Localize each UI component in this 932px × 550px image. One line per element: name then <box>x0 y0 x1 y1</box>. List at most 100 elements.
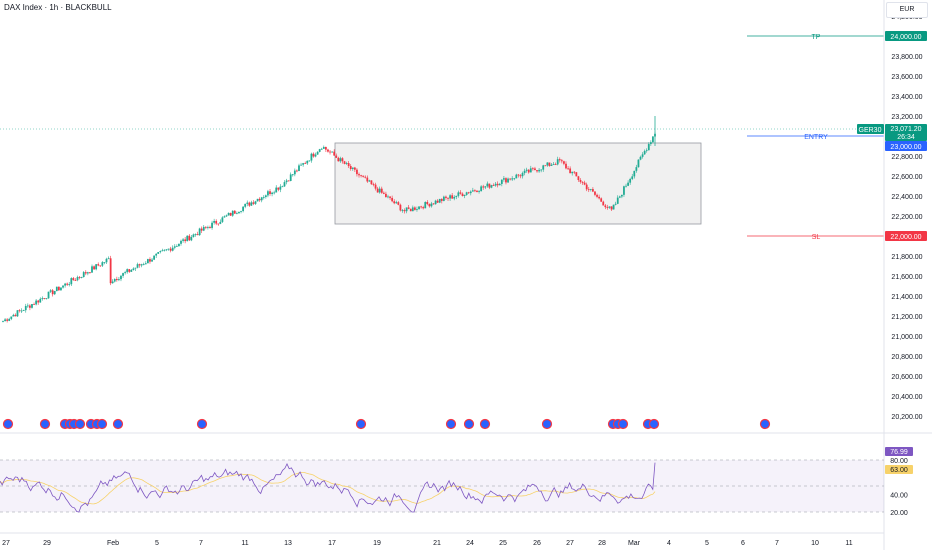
candle-body <box>428 204 431 207</box>
event-marker[interactable] <box>648 418 660 430</box>
candle-body <box>45 298 48 300</box>
time-tick-label: 19 <box>373 540 381 547</box>
event-marker[interactable] <box>355 418 367 430</box>
candle-body <box>124 272 127 274</box>
candle-body <box>517 174 520 176</box>
candle-body <box>618 196 621 198</box>
time-tick-label: 25 <box>499 540 507 547</box>
candlestick-series[interactable] <box>2 116 656 323</box>
candle-body <box>211 222 213 228</box>
candle-body <box>202 226 205 231</box>
candle-body <box>62 285 64 288</box>
candle-body <box>300 164 302 166</box>
candle-body <box>389 196 391 198</box>
candle-body <box>457 192 460 196</box>
event-marker[interactable] <box>196 418 208 430</box>
candle-body <box>600 198 603 202</box>
price-axis[interactable]: 24,200.0023,800.0023,600.0023,400.0023,2… <box>891 14 922 421</box>
event-marker[interactable] <box>445 418 457 430</box>
candle-body <box>343 161 346 164</box>
candle-body <box>565 163 567 169</box>
candle-body <box>296 170 298 172</box>
time-axis[interactable]: 27 29 Feb 5 7 11 13 17 19 21 24 25 26 27 28 Mar 4 5 6 7 10 11 <box>2 540 853 547</box>
candle-body <box>267 191 269 196</box>
event-marker[interactable] <box>39 418 51 430</box>
candle-body <box>540 169 543 171</box>
candle-body <box>306 160 309 164</box>
candle-body <box>467 192 470 194</box>
candle-body <box>596 194 598 197</box>
candle-body <box>368 180 371 182</box>
rsi-axis[interactable]: 80.00 40.00 20.00 <box>890 458 908 517</box>
candle-body <box>587 189 590 191</box>
rsi-series[interactable] <box>0 462 656 513</box>
candle-body <box>283 182 286 187</box>
tp-label: TP <box>812 34 821 41</box>
candle-body <box>509 178 512 180</box>
candle-body <box>606 207 609 208</box>
event-marker[interactable] <box>759 418 771 430</box>
candle-body <box>575 172 578 177</box>
candle-body <box>589 189 592 190</box>
candle-body <box>422 207 425 209</box>
event-marker[interactable] <box>74 418 86 430</box>
candle-body <box>567 168 569 170</box>
price-tick-label: 20,800.00 <box>891 354 922 361</box>
candle-body <box>478 191 480 192</box>
candle-body <box>356 169 358 175</box>
candle-body <box>213 220 216 223</box>
candle-body <box>233 210 236 214</box>
candle-body <box>91 266 93 273</box>
event-marker[interactable] <box>479 418 491 430</box>
candle-body <box>51 290 54 295</box>
sl-value-badge <box>885 231 927 241</box>
candle-body <box>70 278 73 285</box>
event-markers[interactable] <box>2 418 771 430</box>
candle-body <box>10 316 13 319</box>
candle-body <box>324 147 327 150</box>
candle-body <box>438 198 441 203</box>
event-marker[interactable] <box>96 418 108 430</box>
event-marker[interactable] <box>617 418 629 430</box>
rsi-tick-label: 80.00 <box>890 458 908 465</box>
candle-body <box>248 202 251 206</box>
rsi-ma-line <box>0 472 656 505</box>
candle-body <box>401 210 404 211</box>
candle-body <box>244 203 247 207</box>
candle-body <box>436 200 439 203</box>
candle-body <box>382 192 385 194</box>
event-marker[interactable] <box>2 418 14 430</box>
price-tick-label: 22,800.00 <box>891 154 922 161</box>
candle-body <box>134 267 137 269</box>
candle-body <box>581 181 584 183</box>
candle-body <box>492 185 495 186</box>
sl-label: SL <box>812 234 821 241</box>
candle-body <box>60 287 62 291</box>
candle-body <box>440 198 443 201</box>
candle-body <box>529 168 532 173</box>
candle-body <box>616 197 619 204</box>
candle-body <box>542 165 545 170</box>
candle-body <box>132 268 135 271</box>
candle-body <box>175 246 178 247</box>
candle-body <box>625 185 627 187</box>
candle-body <box>196 234 199 236</box>
time-tick-label: 29 <box>43 540 51 547</box>
event-marker[interactable] <box>463 418 475 430</box>
candle-body <box>610 206 613 210</box>
candle-body <box>385 193 387 198</box>
consolidation-box[interactable] <box>334 142 702 225</box>
currency-button[interactable]: EUR <box>886 2 928 18</box>
symbol-badge-text: GER30 <box>859 127 882 134</box>
candle-body <box>35 300 38 305</box>
candle-body <box>534 168 536 171</box>
candle-body <box>519 175 522 177</box>
candle-body <box>358 174 360 176</box>
event-marker[interactable] <box>112 418 124 430</box>
candle-body <box>498 183 501 186</box>
candle-body <box>424 201 427 209</box>
candle-body <box>242 206 245 212</box>
event-marker[interactable] <box>541 418 553 430</box>
candle-body <box>525 169 528 171</box>
